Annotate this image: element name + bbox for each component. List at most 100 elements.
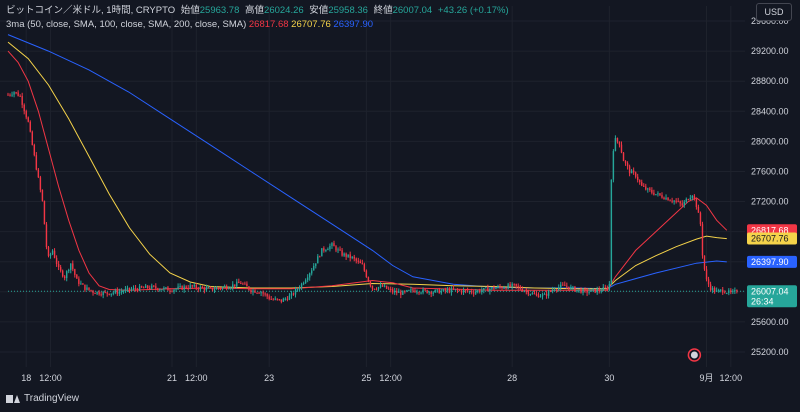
candle-body	[347, 254, 349, 257]
high-value: 26024.26	[264, 5, 304, 16]
candle-body	[440, 290, 442, 294]
candle-body	[454, 289, 457, 291]
candle-body	[483, 287, 485, 291]
tradingview-logo[interactable]: TradingView	[6, 393, 79, 404]
candle-body	[96, 291, 98, 294]
candle-body	[327, 249, 329, 251]
candle-body	[35, 155, 38, 170]
candle-body	[643, 185, 645, 187]
candle-body	[564, 284, 566, 286]
candle-body	[248, 286, 250, 290]
candle-body	[33, 144, 36, 156]
candle-body	[387, 288, 390, 290]
grid	[0, 6, 745, 367]
candle-body	[132, 287, 135, 290]
candle-body	[406, 290, 408, 292]
candle-body	[49, 254, 52, 256]
candle-body	[373, 288, 376, 290]
candle-body	[695, 198, 698, 207]
candle-body	[616, 138, 619, 142]
candle-body	[497, 286, 499, 288]
candle-body	[570, 286, 572, 290]
candle-body	[673, 200, 675, 202]
x-tick-label: 9月	[700, 373, 714, 383]
candle-body	[612, 151, 615, 180]
candle-body	[215, 287, 218, 290]
countdown-text: 26:34	[751, 296, 774, 306]
candle-body	[110, 293, 112, 295]
candle-body	[118, 291, 121, 294]
candle-body	[553, 289, 556, 291]
price-tags: 26817.68 26707.76 26397.90 26007.04 26:3…	[747, 224, 797, 308]
candle-body	[709, 284, 712, 291]
candle-body	[381, 285, 384, 287]
candle-body	[155, 286, 157, 289]
candle-body	[608, 284, 611, 290]
candle-body	[25, 111, 27, 118]
candle-body	[699, 212, 702, 225]
candle-body	[404, 291, 406, 293]
candle-body	[511, 283, 513, 287]
ma200-price-tag	[747, 255, 797, 268]
candle-body	[428, 291, 430, 294]
candle-body	[667, 197, 669, 201]
candle-body	[582, 289, 584, 293]
candle-body	[280, 299, 283, 302]
candle-body	[276, 298, 278, 300]
candle-body	[169, 290, 171, 292]
candle-body	[448, 289, 451, 293]
candle-body	[23, 104, 25, 112]
candle-body	[306, 277, 309, 281]
candle-body	[442, 289, 445, 291]
candle-body	[653, 192, 655, 195]
candle-body	[84, 284, 86, 290]
candle-body	[521, 289, 523, 292]
candle-body	[426, 290, 428, 294]
y-tick-label: 25200.00	[751, 347, 789, 357]
candle-body	[234, 284, 236, 287]
time-axis[interactable]: 18 12:00 21 12:00 23 25 12:00 28 30 9月 12:00	[21, 373, 742, 383]
candle-body	[59, 267, 62, 271]
candle-body	[590, 289, 592, 292]
candle-body	[472, 292, 475, 294]
x-tick-label: 30	[604, 373, 614, 383]
change-value: +43.26 (+0.17%)	[437, 5, 509, 16]
candle-body	[82, 283, 84, 285]
candle-body	[128, 287, 131, 290]
candle-body	[337, 249, 339, 251]
candle-body	[430, 291, 432, 294]
candle-body	[584, 289, 586, 291]
candle-body	[685, 199, 687, 202]
candle-body	[211, 287, 214, 291]
ma50-value: 26817.68	[248, 19, 289, 30]
currency-button[interactable]: USD	[756, 3, 792, 21]
candle-body	[505, 288, 507, 290]
candle-body	[171, 291, 173, 293]
candle-body	[159, 289, 161, 291]
symbol-title[interactable]: ビットコイン／米ドル, 1時間, CRYPTO	[6, 5, 176, 16]
candle-body	[272, 299, 274, 301]
candle-body	[183, 286, 185, 290]
candle-body	[377, 287, 380, 290]
candle-body	[157, 288, 159, 291]
candle-body	[201, 286, 204, 288]
candle-body	[639, 180, 641, 183]
candle-body	[138, 286, 141, 291]
candle-body	[549, 291, 552, 293]
candle-body	[383, 285, 386, 287]
candle-body	[80, 283, 82, 285]
indicator-title[interactable]: 3ma (50, close, SMA, 100, close, SMA, 20…	[6, 19, 247, 30]
candle-body	[517, 285, 519, 287]
candle-body	[304, 280, 307, 284]
candle-body	[701, 224, 704, 256]
candle-body	[61, 270, 64, 277]
y-tick-label: 27200.00	[751, 197, 789, 207]
candle-body	[104, 291, 106, 293]
candle-body	[402, 291, 404, 295]
candle-body	[66, 271, 68, 279]
candle-body	[223, 286, 226, 288]
candle-body	[400, 291, 402, 295]
us-flag-marker[interactable]	[687, 348, 702, 362]
